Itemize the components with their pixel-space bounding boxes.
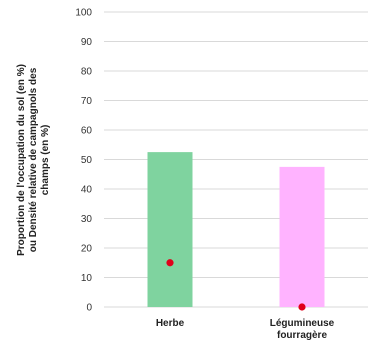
data-point	[298, 303, 306, 311]
data-point	[166, 259, 174, 267]
bar	[147, 152, 193, 307]
x-category-label: Légumineuse fourragère	[270, 318, 335, 341]
y-tick-label: 0	[86, 303, 92, 314]
points	[166, 259, 306, 311]
y-tick-label: 10	[81, 273, 93, 284]
y-tick-label: 90	[81, 37, 93, 48]
y-tick-label: 20	[81, 244, 93, 255]
y-tick-label: 60	[81, 126, 93, 137]
y-tick-label: 30	[81, 214, 93, 225]
bar	[279, 166, 325, 307]
y-tick-label: 40	[81, 185, 93, 196]
y-tick-label: 70	[81, 96, 93, 107]
y-axis-label: Proportion de l'occupation du sol (en %)…	[16, 64, 51, 256]
y-tick-label: 100	[75, 8, 92, 19]
y-axis-ticks: 0 10 20 30 40 50 60 70 80 90 100	[75, 8, 92, 314]
y-tick-label: 80	[81, 67, 93, 78]
y-tick-label: 50	[81, 155, 93, 166]
x-axis-categories: Herbe Légumineuse fourragère	[156, 318, 335, 341]
x-category-label: Herbe	[156, 318, 185, 329]
grid-lines	[104, 11, 368, 308]
bars	[147, 152, 325, 307]
